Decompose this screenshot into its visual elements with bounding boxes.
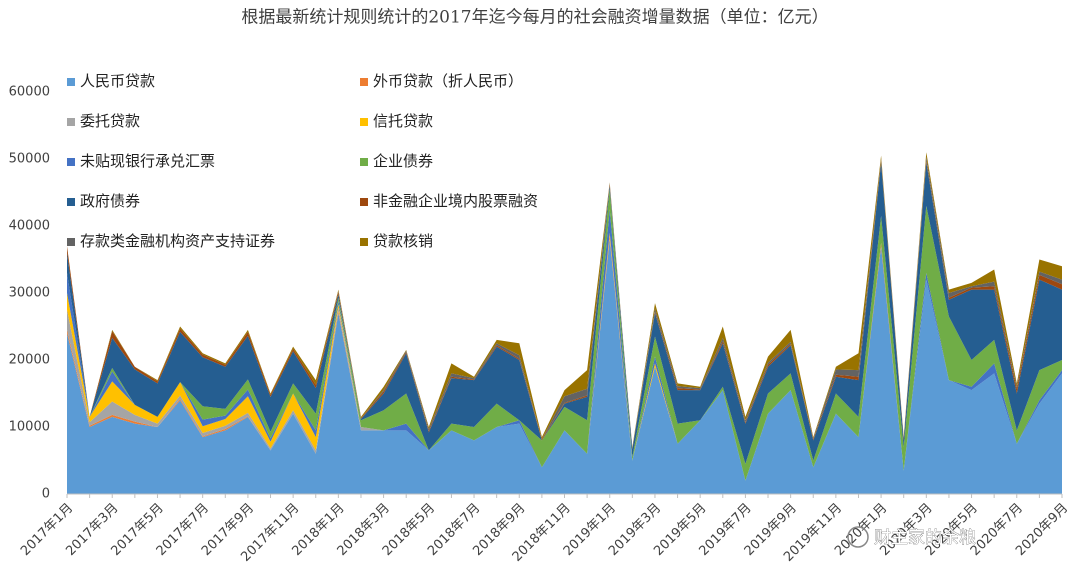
legend-swatch: [360, 118, 368, 126]
legend-label: 贷款核销: [373, 232, 433, 250]
legend-swatch: [360, 78, 368, 86]
y-tick-label: 0: [42, 487, 50, 502]
legend-swatch: [360, 158, 368, 166]
legend-swatch: [67, 198, 75, 206]
watermark-icon: [847, 526, 869, 548]
area: [67, 162, 1062, 464]
y-tick-label: 40000: [9, 219, 50, 234]
legend-swatch: [67, 78, 75, 86]
y-tick-label: 30000: [9, 286, 50, 301]
watermark: 财主家的余粮: [847, 526, 976, 548]
legend-label: 企业债券: [373, 152, 433, 170]
y-tick-label: 10000: [9, 420, 50, 435]
legend-swatch: [67, 118, 75, 126]
legend-label: 未贴现银行承兑汇票: [80, 152, 215, 170]
y-tick-label: 50000: [9, 152, 50, 167]
legend-swatch: [360, 238, 368, 246]
legend-label: 政府债券: [80, 192, 140, 210]
legend-swatch: [67, 158, 75, 166]
chart-title: 根据最新统计规则统计的2017年迄今每月的社会融资增量数据（单位：亿元）: [241, 8, 828, 28]
legend-swatch: [67, 238, 75, 246]
legend-swatch: [360, 198, 368, 206]
legend-label: 存款类金融机构资产支持证券: [80, 232, 275, 250]
watermark-text: 财主家的余粮: [874, 528, 976, 548]
plot-area: 01000020000300004000050000600002017年1月20…: [9, 72, 1071, 565]
y-tick-label: 60000: [9, 85, 50, 100]
legend-label: 委托贷款: [80, 112, 140, 130]
legend-label: 信托贷款: [373, 112, 433, 130]
legend-label: 人民币贷款: [80, 72, 155, 90]
legend-label: 非金融企业境内股票融资: [373, 192, 538, 210]
y-tick-label: 20000: [9, 353, 50, 368]
area: [67, 189, 1062, 481]
legend-label: 外币贷款（折人民币）: [373, 72, 523, 90]
area: [67, 239, 1062, 494]
